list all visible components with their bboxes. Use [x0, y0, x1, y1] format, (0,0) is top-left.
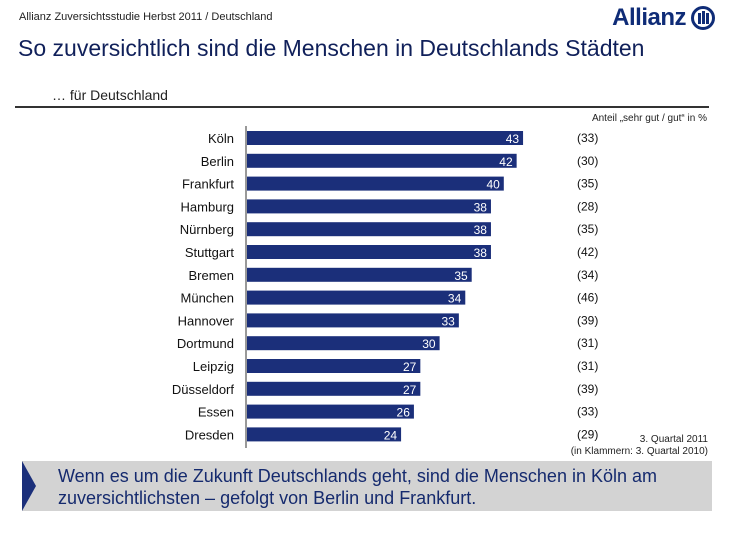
data-label: 27: [403, 383, 417, 397]
data-label: 42: [499, 155, 513, 169]
divider: [15, 106, 709, 108]
category-label: Hannover: [178, 313, 235, 328]
unit-label: Anteil „sehr gut / gut“ in %: [591, 113, 707, 124]
bar: [247, 336, 440, 351]
previous-value-label: (34): [577, 268, 598, 282]
previous-value-label: (42): [577, 245, 598, 259]
previous-value-label: (29): [577, 427, 598, 441]
previous-value-label: (31): [577, 336, 598, 350]
bar: [247, 404, 414, 419]
logo-text: Allianz: [612, 4, 686, 31]
data-label: 27: [403, 360, 417, 374]
category-label: Stuttgart: [185, 245, 235, 260]
callout-text: Wenn es um die Zukunft Deutschlands geht…: [58, 466, 658, 508]
previous-value-label: (33): [577, 405, 598, 419]
category-label: München: [181, 291, 234, 306]
bar: [247, 427, 402, 442]
previous-value-label: (30): [577, 154, 598, 168]
page-title: So zuversichtlich sind die Menschen in D…: [18, 35, 645, 61]
allianz-logo: Allianz: [612, 4, 715, 32]
category-label: Berlin: [201, 154, 234, 169]
footnote-bracket: (in Klammern: 3. Quartal 2010): [570, 446, 708, 457]
bar: [247, 313, 459, 328]
category-label: Frankfurt: [182, 177, 234, 192]
callout-box: [22, 461, 712, 511]
bar: [247, 290, 466, 305]
previous-value-label: (33): [577, 131, 598, 145]
data-label: 38: [474, 223, 488, 237]
previous-value-label: (39): [577, 313, 598, 327]
category-label: Dresden: [185, 427, 234, 442]
previous-value-label: (46): [577, 291, 598, 305]
category-label: Köln: [208, 131, 234, 146]
bar: [247, 131, 524, 145]
data-label: 24: [384, 428, 398, 442]
bar: [247, 153, 517, 168]
previous-value-label: (28): [577, 199, 598, 213]
data-label: 33: [442, 314, 456, 328]
bar: [247, 267, 472, 282]
bar: [247, 245, 491, 259]
subtitle: … für Deutschland: [52, 87, 168, 103]
bar: [247, 222, 491, 237]
category-label: Hamburg: [181, 199, 234, 214]
data-label: 30: [422, 337, 436, 351]
data-label: 38: [474, 200, 488, 214]
bar: [247, 381, 421, 396]
arrow-icon: [22, 461, 36, 511]
category-label: Düsseldorf: [172, 382, 235, 397]
bar: [247, 199, 491, 214]
category-label: Leipzig: [193, 359, 234, 374]
category-label: Dortmund: [177, 336, 234, 351]
category-label: Nürnberg: [180, 222, 234, 237]
bar: [247, 359, 421, 373]
data-label: 26: [397, 406, 411, 420]
allianz-eagle-icon: [691, 6, 715, 30]
data-label: 35: [454, 269, 468, 283]
data-label: 40: [486, 178, 500, 192]
bar: [247, 176, 504, 191]
data-label: 43: [506, 132, 520, 146]
source-header: Allianz Zuversichtsstudie Herbst 2011 / …: [19, 11, 273, 23]
previous-value-label: (35): [577, 177, 598, 191]
previous-value-label: (35): [577, 222, 598, 236]
category-label: Essen: [198, 405, 234, 420]
previous-value-label: (39): [577, 382, 598, 396]
footnote-current: 3. Quartal 2011: [639, 434, 708, 445]
previous-value-label: (31): [577, 359, 598, 373]
data-label: 34: [448, 292, 462, 306]
category-label: Bremen: [188, 268, 234, 283]
data-label: 38: [474, 246, 488, 260]
